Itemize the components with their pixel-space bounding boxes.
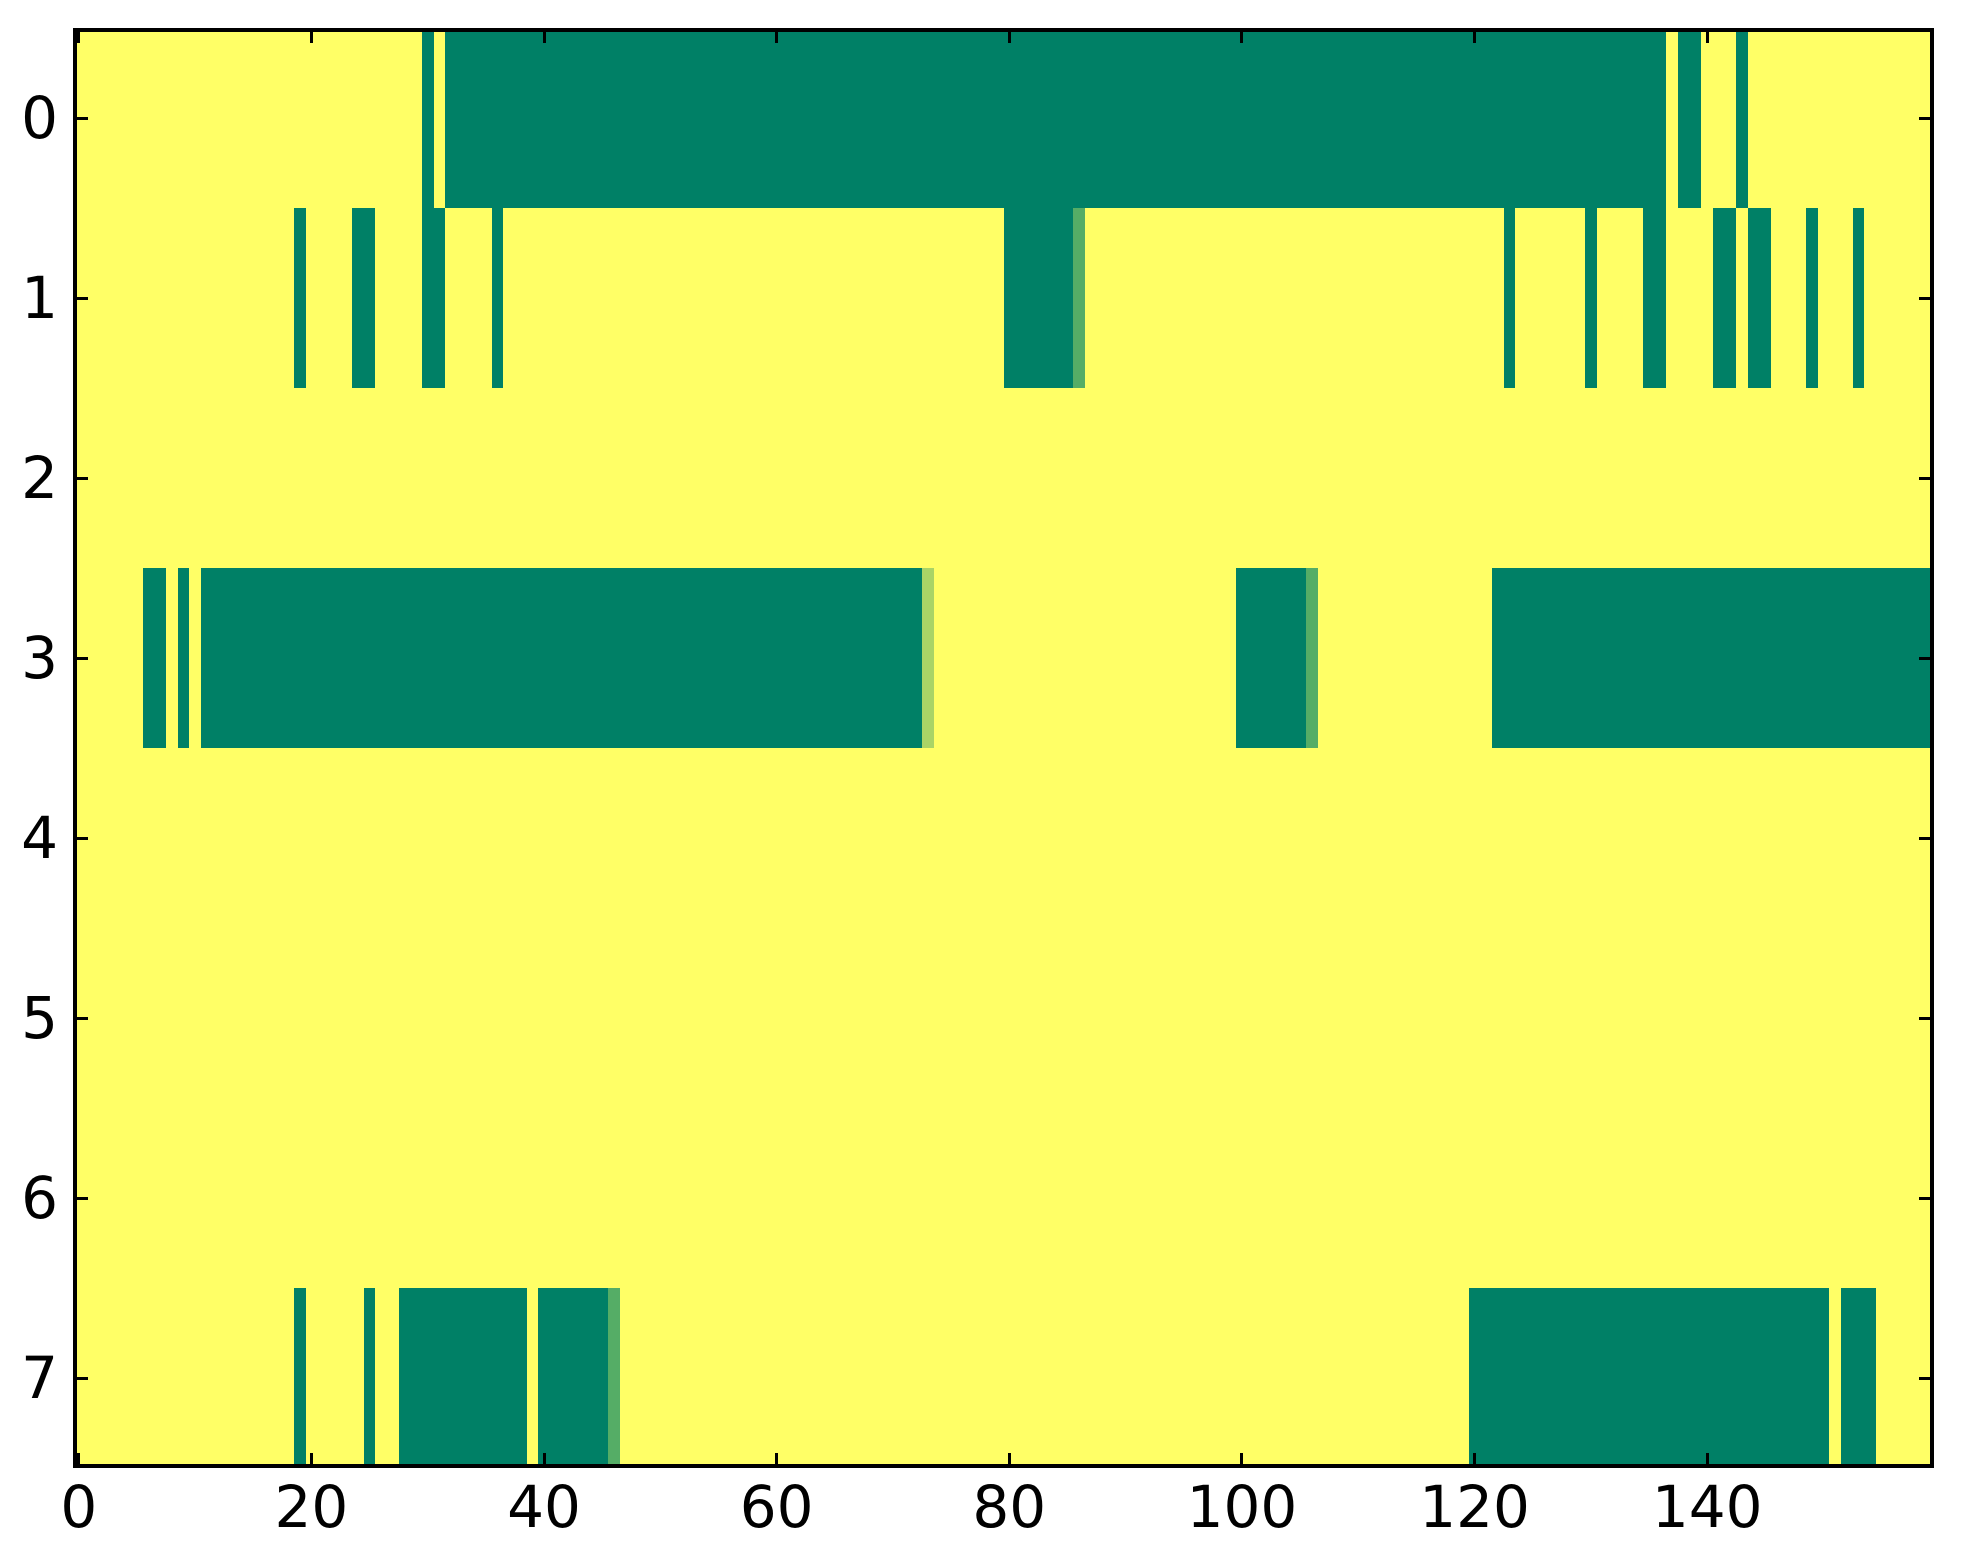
axis-tick [77,28,81,43]
y-tick-label: 7 [21,1344,58,1412]
axis-tick [542,28,546,43]
heatmap-segment [491,208,504,388]
heatmap-segment [1840,1288,1876,1468]
y-tick-label: 3 [21,624,58,692]
axis-tick [1007,1453,1011,1468]
axis-tick [1240,1453,1244,1468]
axis-tick [542,1453,546,1468]
axis-tick [1919,116,1934,120]
axis-tick [73,656,88,660]
axis-tick [1919,1016,1934,1020]
heatmap-segment [1736,28,1748,208]
axis-tick [73,1196,88,1200]
x-tick-label: 140 [1651,1473,1763,1541]
heatmap-segment [1585,208,1597,388]
heatmap-segment [1073,208,1085,388]
heatmap-segment [1713,208,1737,388]
axis-tick [73,296,88,300]
axis-tick [1919,836,1934,840]
x-tick-label: 0 [60,1473,98,1541]
axis-tick [1919,656,1934,660]
heatmap-segment [398,1288,527,1468]
x-tick-label: 100 [1186,1473,1298,1541]
y-tick-label: 0 [21,84,58,152]
x-tick-label: 80 [972,1473,1047,1541]
y-tick-label: 4 [21,804,58,872]
heatmap-segment [293,1288,306,1468]
axis-tick [73,476,88,480]
heatmap-segment [1468,1288,1830,1468]
axis-tick [1919,476,1934,480]
y-tick-label: 1 [21,264,58,332]
axis-tick [73,1376,88,1380]
heatmap-segment [445,28,1667,208]
x-tick-label: 60 [739,1473,814,1541]
axis-tick [73,1016,88,1020]
y-tick-label: 5 [21,984,58,1052]
axis-tick [77,1453,81,1468]
axis-tick [1007,28,1011,43]
heatmap-segment [1852,208,1865,388]
axis-tick [1705,28,1709,43]
axis-tick [1240,28,1244,43]
heatmap-segment [1236,568,1306,748]
axis-tick [1919,1376,1934,1380]
heatmap-segment [922,568,934,748]
axis-tick [775,1453,779,1468]
heatmap-segment [1643,208,1667,388]
plot-area [73,28,1934,1468]
axis-tick [309,28,313,43]
axis-tick [73,116,88,120]
heatmap-segment [142,568,167,748]
heatmap-segment [293,208,306,388]
axis-tick [775,28,779,43]
x-tick-label: 120 [1419,1473,1530,1541]
heatmap-segment [1003,208,1074,388]
x-tick-label: 40 [507,1473,581,1541]
heatmap-segment [352,208,376,388]
y-tick-label: 2 [21,444,58,512]
axis-tick [1705,1453,1709,1468]
x-tick-label: 20 [274,1473,349,1541]
axis-tick [1473,1453,1477,1468]
heatmap-segment [421,208,446,388]
axis-tick [73,836,88,840]
axis-tick [1473,28,1477,43]
heatmap-segment [421,28,434,208]
heatmap-segment [1492,568,1934,748]
heatmap-segment [608,1288,620,1468]
heatmap-segment [1806,208,1818,388]
heatmap-segment [1678,28,1702,208]
y-tick-label: 6 [21,1164,58,1232]
heatmap-segment [363,1288,376,1468]
heatmap-segment [1305,568,1318,748]
heatmap-segment [177,568,190,748]
heatmap-segment [1503,208,1516,388]
heatmap-segment [200,568,923,748]
axis-tick [1919,1196,1934,1200]
axis-tick [1919,296,1934,300]
heatmap-segment [538,1288,609,1468]
heatmap-segment [1747,208,1772,388]
axis-tick [309,1453,313,1468]
